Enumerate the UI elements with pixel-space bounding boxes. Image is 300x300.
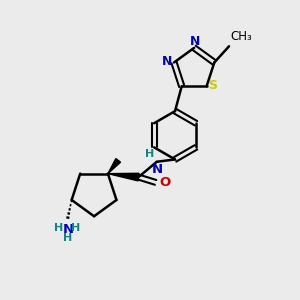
Text: H: H: [71, 223, 81, 233]
Text: N: N: [190, 35, 200, 48]
Text: N: N: [162, 55, 173, 68]
Polygon shape: [108, 173, 139, 181]
Polygon shape: [108, 159, 121, 174]
Text: N: N: [152, 163, 163, 176]
Text: S: S: [208, 79, 217, 92]
Text: N: N: [62, 223, 74, 236]
Text: H: H: [145, 149, 154, 159]
Text: O: O: [159, 176, 170, 189]
Text: H: H: [63, 233, 73, 243]
Text: CH₃: CH₃: [230, 30, 252, 43]
Text: H: H: [55, 223, 64, 233]
